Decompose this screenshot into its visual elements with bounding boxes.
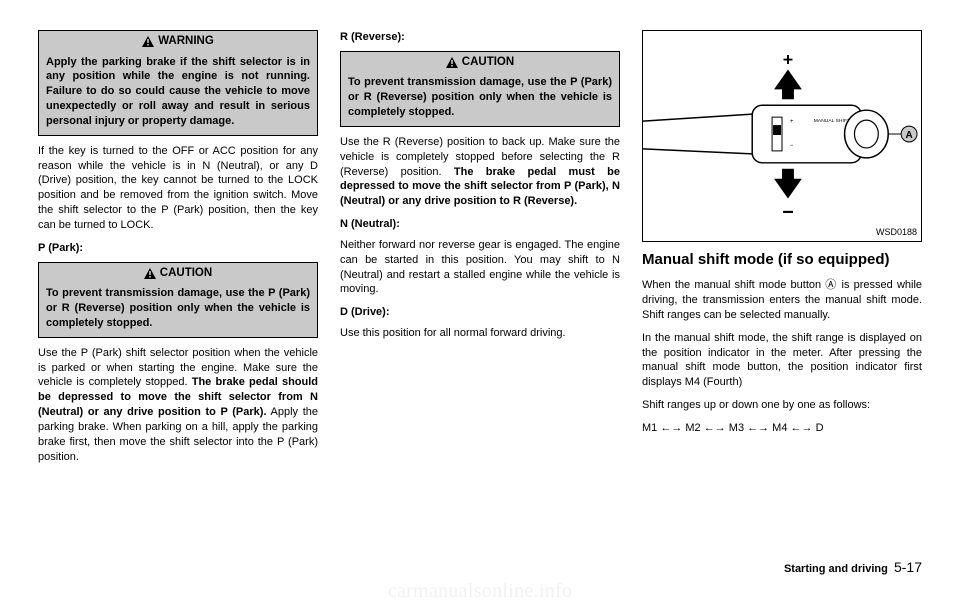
paragraph: If the key is turned to the OFF or ACC p… <box>38 144 318 233</box>
text-run: When the manual shift mode button <box>642 279 825 291</box>
caution-icon <box>144 268 156 279</box>
paragraph: Use this position for all normal forward… <box>340 326 620 341</box>
paragraph: Use the P (Park) shift selector position… <box>38 346 318 465</box>
figure-caption: WSD0188 <box>876 226 917 238</box>
footer-section: Starting and driving <box>784 563 888 575</box>
lever-text-label: MANUAL SHIFT <box>814 118 850 124</box>
label-p-park: P (Park): <box>38 241 318 256</box>
paragraph: Use the R (Reverse) position to back up.… <box>340 135 620 209</box>
caution-body: To prevent transmission damage, use the … <box>39 283 317 337</box>
marker-a-label: A <box>906 130 913 141</box>
watermark: carmanualsonline.info <box>388 578 573 605</box>
up-arrow-stem <box>782 87 794 99</box>
footer-page: 5-17 <box>894 559 922 575</box>
warning-header: WARNING <box>39 31 317 52</box>
caution-header: CAUTION <box>341 52 619 73</box>
label-r-reverse: R (Reverse): <box>340 30 620 45</box>
label-d-drive: D (Drive): <box>340 305 620 320</box>
warning-callout: WARNING Apply the parking brake if the s… <box>38 30 318 136</box>
caution-callout: CAUTION To prevent transmission damage, … <box>38 262 318 338</box>
column-3: + − + − MANUAL <box>642 30 922 472</box>
down-arrow-icon <box>774 179 802 199</box>
up-arrow-icon <box>774 69 802 89</box>
paragraph: In the manual shift mode, the shift rang… <box>642 331 922 390</box>
lever-button-inner <box>854 120 878 148</box>
shift-lever-figure: + − + − MANUAL <box>642 30 922 242</box>
paragraph: When the manual shift mode button Ⓐ is p… <box>642 278 922 323</box>
shift-lever-svg: + − + − MANUAL <box>643 31 921 241</box>
caution-title: CAUTION <box>160 266 212 282</box>
lever-line <box>643 114 752 121</box>
caution-icon <box>446 57 458 68</box>
caution-title: CAUTION <box>462 55 514 71</box>
section-title: Manual shift mode (if so equipped) <box>642 250 922 270</box>
shift-range-sequence: M1 ←→ M2 ←→ M3 ←→ M4 ←→ D <box>642 421 922 436</box>
warning-body: Apply the parking brake if the shift sel… <box>39 52 317 135</box>
warning-icon <box>142 36 154 47</box>
paragraph: Shift ranges up or down one by one as fo… <box>642 398 922 413</box>
warning-title: WARNING <box>158 34 214 50</box>
paragraph: Neither forward nor reverse gear is enga… <box>340 238 620 297</box>
lever-switch-minus: − <box>790 143 794 149</box>
marker-a-inline: Ⓐ <box>825 279 837 291</box>
page-footer: Starting and driving 5-17 <box>784 558 922 577</box>
lever-line <box>643 149 752 154</box>
column-1: WARNING Apply the parking brake if the s… <box>38 30 318 472</box>
caution-callout: CAUTION To prevent transmission damage, … <box>340 51 620 127</box>
column-2: R (Reverse): CAUTION To prevent transmis… <box>340 30 620 472</box>
plus-label: + <box>783 50 793 70</box>
label-n-neutral: N (Neutral): <box>340 217 620 232</box>
page-columns: WARNING Apply the parking brake if the s… <box>38 30 922 472</box>
caution-header: CAUTION <box>39 263 317 284</box>
lever-switch-plus: + <box>790 119 794 125</box>
caution-body: To prevent transmission damage, use the … <box>341 72 619 126</box>
lever-switch-detail <box>773 125 781 135</box>
minus-label: − <box>782 201 794 223</box>
